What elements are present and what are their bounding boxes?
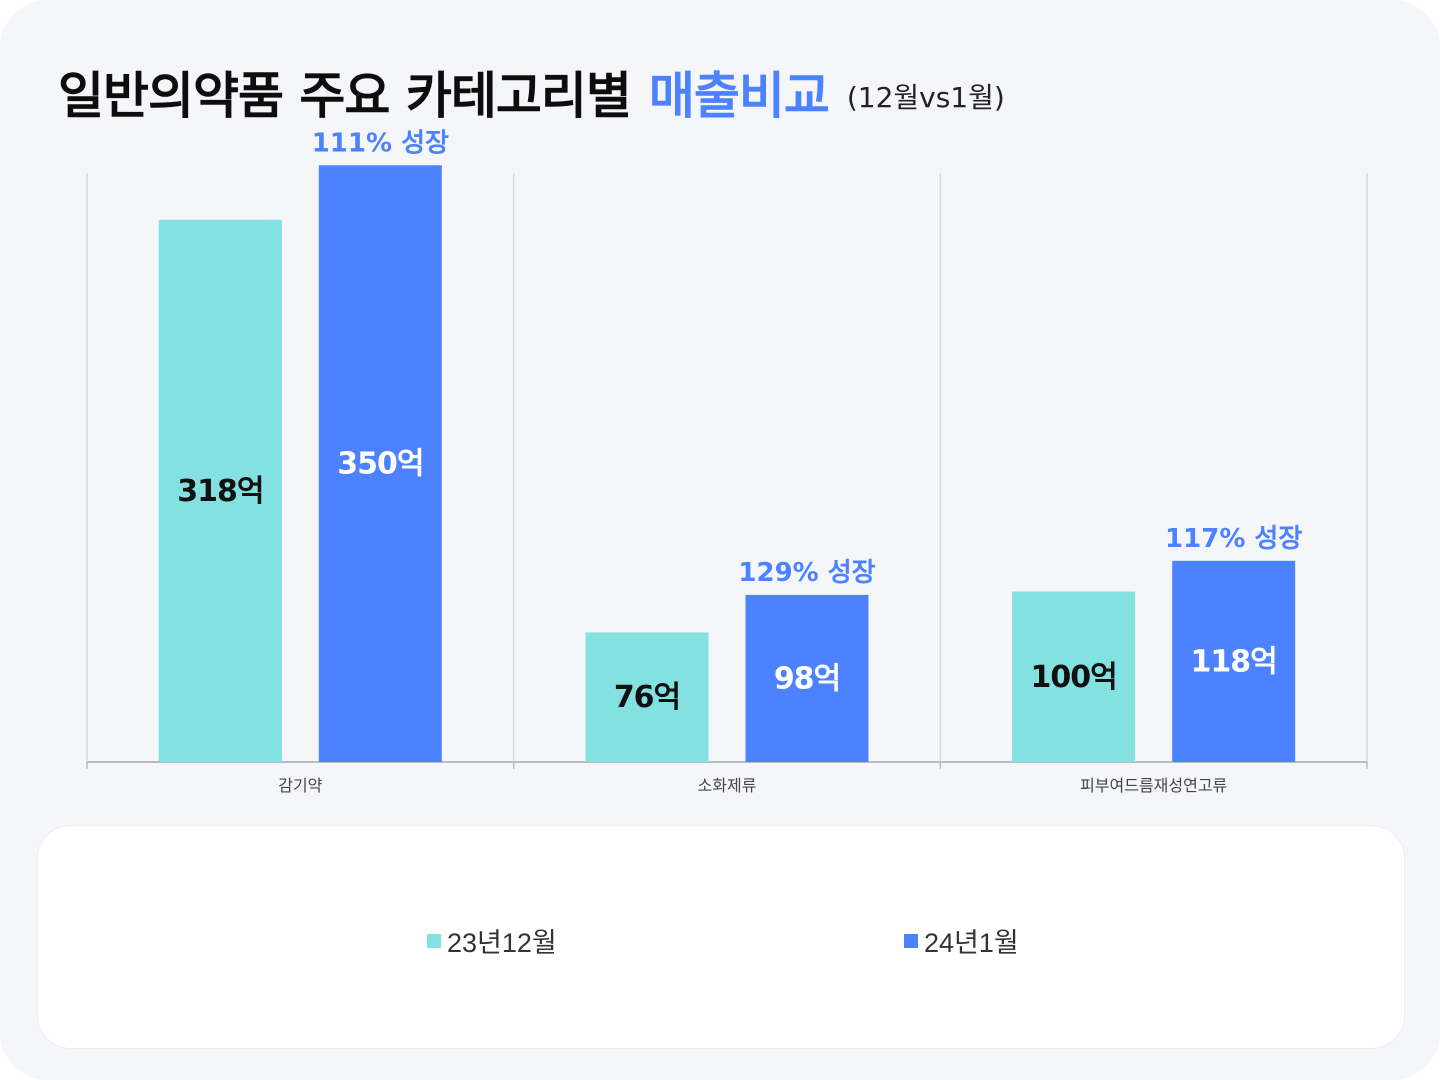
bar-value-label: 350억 (337, 447, 423, 482)
legend-swatch-jan (904, 933, 918, 948)
title-main: 일반의약품 주요 카테고리별 (58, 67, 632, 125)
legend-item-dec: 23년12월 (427, 921, 557, 960)
bar-jan-2 (1172, 560, 1296, 762)
title-subtitle: (12월vs1월) (846, 81, 1005, 114)
bar-value-label: 118억 (1191, 644, 1277, 679)
x-tick-label: 소화제류 (698, 776, 757, 795)
bar-value-label: 318억 (177, 474, 263, 509)
legend: 23년12월 24년1월 (37, 825, 1405, 1049)
growth-label: 129% 성장 (738, 558, 875, 588)
bar-dec-1 (585, 632, 709, 762)
bar-value-label: 76억 (614, 680, 680, 715)
bar-jan-0 (318, 165, 442, 762)
title-accent: 매출비교 (648, 67, 830, 125)
growth-label: 117% 성장 (1165, 524, 1302, 554)
x-tick-label: 피부여드름재성연고류 (1080, 776, 1227, 795)
legend-label-dec: 23년12월 (447, 928, 557, 958)
bar-dec-0 (158, 219, 282, 762)
legend-item-jan: 24년1월 (904, 921, 1019, 960)
x-tick-label: 감기약 (278, 776, 322, 795)
bar-value-label: 98억 (774, 661, 840, 696)
chart-title: 일반의약품 주요 카테고리별 매출비교 (12월vs1월) (58, 52, 1005, 132)
bar-jan-1 (745, 594, 869, 762)
growth-label: 111% 성장 (312, 128, 449, 158)
legend-swatch-dec (427, 933, 441, 948)
bar-value-label: 100억 (1031, 660, 1117, 695)
legend-label-jan: 24년1월 (924, 928, 1019, 958)
bar-dec-2 (1012, 591, 1136, 762)
